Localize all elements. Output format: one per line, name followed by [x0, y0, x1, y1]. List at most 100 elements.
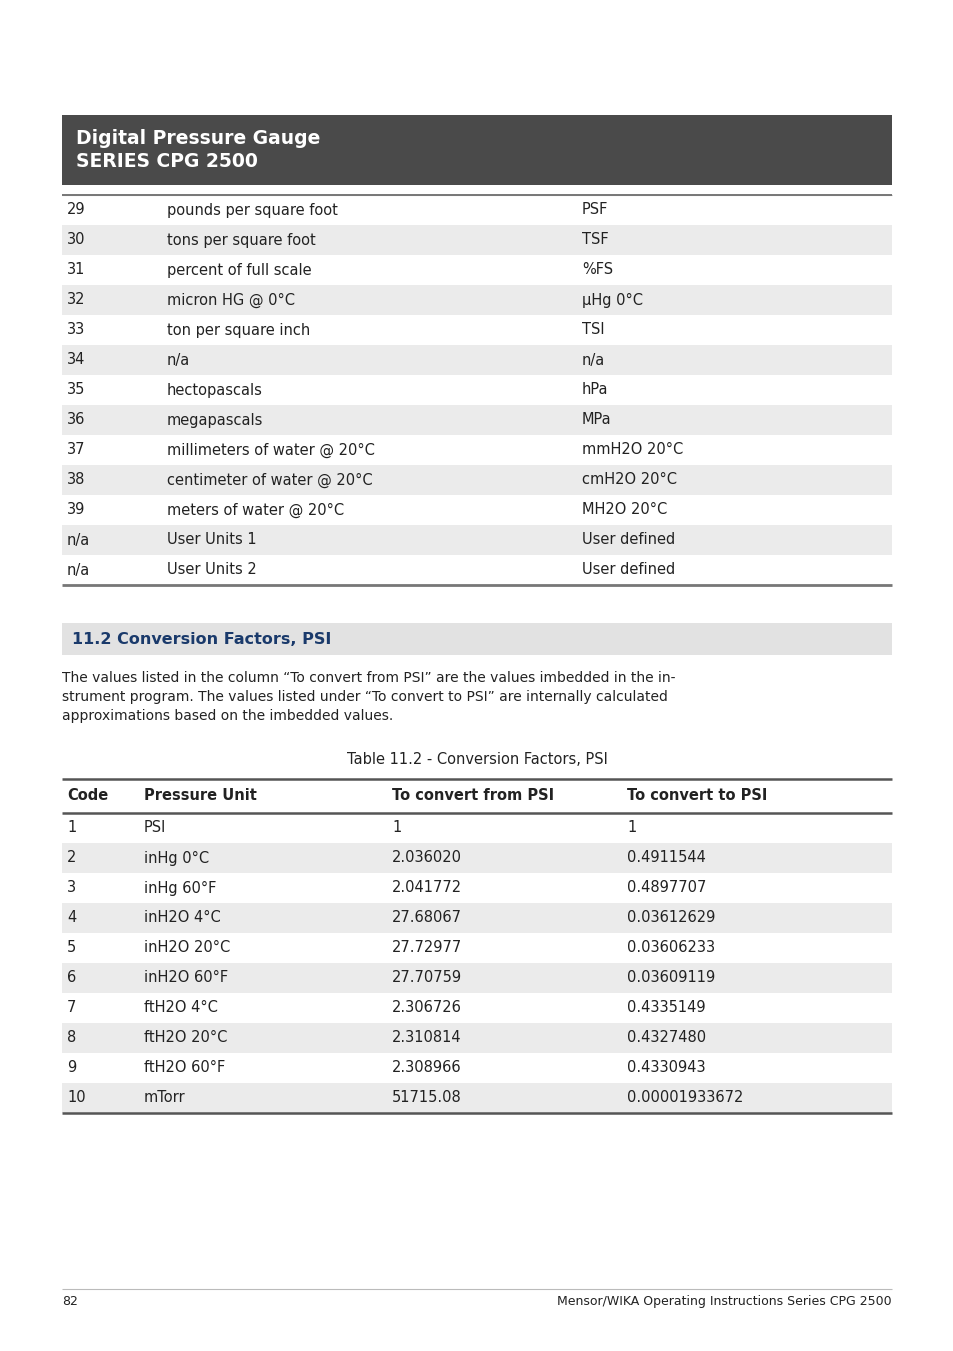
Text: hPa: hPa: [581, 382, 608, 397]
Text: 2.308966: 2.308966: [392, 1061, 461, 1075]
Text: %FS: %FS: [581, 262, 613, 277]
Bar: [62, 1084, 891, 1113]
Text: meters of water @ 20°C: meters of water @ 20°C: [167, 503, 344, 517]
Bar: [62, 345, 891, 376]
Text: 38: 38: [67, 473, 85, 488]
Text: 31: 31: [67, 262, 85, 277]
Bar: [62, 963, 891, 993]
Text: 5: 5: [67, 940, 76, 955]
Text: approximations based on the imbedded values.: approximations based on the imbedded val…: [62, 709, 393, 723]
Text: ftH2O 4°C: ftH2O 4°C: [144, 1001, 217, 1016]
Bar: [62, 526, 891, 555]
Text: inH2O 60°F: inH2O 60°F: [144, 970, 228, 985]
Text: To convert from PSI: To convert from PSI: [392, 789, 554, 804]
Text: 0.03606233: 0.03606233: [626, 940, 715, 955]
Text: millimeters of water @ 20°C: millimeters of water @ 20°C: [167, 442, 375, 458]
Text: ftH2O 20°C: ftH2O 20°C: [144, 1031, 227, 1046]
Text: Table 11.2 - Conversion Factors, PSI: Table 11.2 - Conversion Factors, PSI: [346, 753, 607, 767]
Text: PSI: PSI: [144, 820, 166, 835]
Text: User defined: User defined: [581, 532, 675, 547]
Text: 1: 1: [67, 820, 76, 835]
Bar: [62, 315, 891, 345]
Text: ftH2O 60°F: ftH2O 60°F: [144, 1061, 225, 1075]
Text: 3: 3: [67, 881, 76, 896]
Text: 8: 8: [67, 1031, 76, 1046]
Bar: [62, 465, 891, 494]
Text: tons per square foot: tons per square foot: [167, 232, 315, 247]
Text: 35: 35: [67, 382, 85, 397]
Text: inHg 0°C: inHg 0°C: [144, 851, 209, 866]
Text: 27.72977: 27.72977: [392, 940, 462, 955]
Text: n/a: n/a: [581, 353, 604, 367]
Text: 6: 6: [67, 970, 76, 985]
Text: PSF: PSF: [581, 203, 608, 218]
Text: 39: 39: [67, 503, 85, 517]
Bar: [62, 623, 891, 655]
Text: Mensor/WIKA Operating Instructions Series CPG 2500: Mensor/WIKA Operating Instructions Serie…: [557, 1296, 891, 1308]
Text: strument program. The values listed under “To convert to PSI” are internally cal: strument program. The values listed unde…: [62, 690, 667, 704]
Bar: [62, 226, 891, 255]
Bar: [62, 405, 891, 435]
Text: Code: Code: [67, 789, 108, 804]
Text: 0.03612629: 0.03612629: [626, 911, 715, 925]
Bar: [62, 843, 891, 873]
Text: 36: 36: [67, 412, 85, 427]
Bar: [62, 993, 891, 1023]
Text: User Units 1: User Units 1: [167, 532, 256, 547]
Text: ton per square inch: ton per square inch: [167, 323, 310, 338]
Bar: [62, 376, 891, 405]
Text: micron HG @ 0°C: micron HG @ 0°C: [167, 292, 294, 308]
Text: 0.4335149: 0.4335149: [626, 1001, 705, 1016]
Text: MH2O 20°C: MH2O 20°C: [581, 503, 666, 517]
Text: MPa: MPa: [581, 412, 611, 427]
Bar: [62, 813, 891, 843]
Text: 82: 82: [62, 1296, 78, 1308]
Text: 29: 29: [67, 203, 86, 218]
Text: TSF: TSF: [581, 232, 608, 247]
Bar: [62, 255, 891, 285]
Text: 1: 1: [626, 820, 636, 835]
Text: User defined: User defined: [581, 562, 675, 577]
Bar: [62, 555, 891, 585]
Text: 10: 10: [67, 1090, 86, 1105]
Text: To convert to PSI: To convert to PSI: [626, 789, 766, 804]
Text: pounds per square foot: pounds per square foot: [167, 203, 337, 218]
Text: 33: 33: [67, 323, 85, 338]
Text: 11.2 Conversion Factors, PSI: 11.2 Conversion Factors, PSI: [71, 631, 331, 647]
Text: 27.68067: 27.68067: [392, 911, 461, 925]
Text: 4: 4: [67, 911, 76, 925]
Text: inH2O 20°C: inH2O 20°C: [144, 940, 230, 955]
Bar: [62, 934, 891, 963]
Text: hectopascals: hectopascals: [167, 382, 263, 397]
Text: 2: 2: [67, 851, 76, 866]
Bar: [62, 494, 891, 526]
Text: 0.4327480: 0.4327480: [626, 1031, 705, 1046]
Text: megapascals: megapascals: [167, 412, 263, 427]
Text: 0.03609119: 0.03609119: [626, 970, 715, 985]
Text: 2.306726: 2.306726: [392, 1001, 461, 1016]
Bar: [62, 195, 891, 226]
Text: 27.70759: 27.70759: [392, 970, 461, 985]
Text: 9: 9: [67, 1061, 76, 1075]
Text: μHg 0°C: μHg 0°C: [581, 293, 642, 308]
Text: mTorr: mTorr: [144, 1090, 186, 1105]
Text: centimeter of water @ 20°C: centimeter of water @ 20°C: [167, 473, 373, 488]
Text: mmH2O 20°C: mmH2O 20°C: [581, 443, 682, 458]
Text: The values listed in the column “To convert from PSI” are the values imbedded in: The values listed in the column “To conv…: [62, 671, 675, 685]
Bar: [62, 780, 891, 813]
Text: 0.4911544: 0.4911544: [626, 851, 705, 866]
Text: Digital Pressure Gauge: Digital Pressure Gauge: [76, 128, 320, 149]
Text: 2.041772: 2.041772: [392, 881, 461, 896]
Bar: [62, 435, 891, 465]
Bar: [62, 1023, 891, 1052]
Text: 2.036020: 2.036020: [392, 851, 461, 866]
Bar: [62, 873, 891, 902]
Text: 30: 30: [67, 232, 86, 247]
Text: User Units 2: User Units 2: [167, 562, 256, 577]
Text: SERIES CPG 2500: SERIES CPG 2500: [76, 153, 257, 172]
Text: 37: 37: [67, 443, 86, 458]
Bar: [62, 902, 891, 934]
Text: 0.4330943: 0.4330943: [626, 1061, 705, 1075]
Text: inH2O 4°C: inH2O 4°C: [144, 911, 220, 925]
Text: TSI: TSI: [581, 323, 604, 338]
